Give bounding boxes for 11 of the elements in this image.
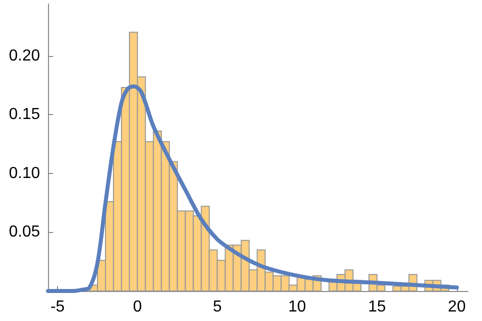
line-series (46, 84, 459, 293)
x-tick-label: 10 (288, 298, 306, 316)
y-tick-label: 0.10 (8, 164, 40, 182)
x-tick-label: -5 (50, 298, 65, 316)
x-tick-label: 5 (212, 298, 222, 316)
y-tick-label: 0.05 (8, 224, 40, 241)
x-tick-label: 0 (132, 298, 142, 316)
y-tick-label: 0.20 (8, 47, 40, 64)
y-tick-label: 0.15 (8, 106, 40, 124)
x-tick-label: 20 (448, 298, 466, 316)
x-tick-label: 15 (368, 298, 386, 316)
